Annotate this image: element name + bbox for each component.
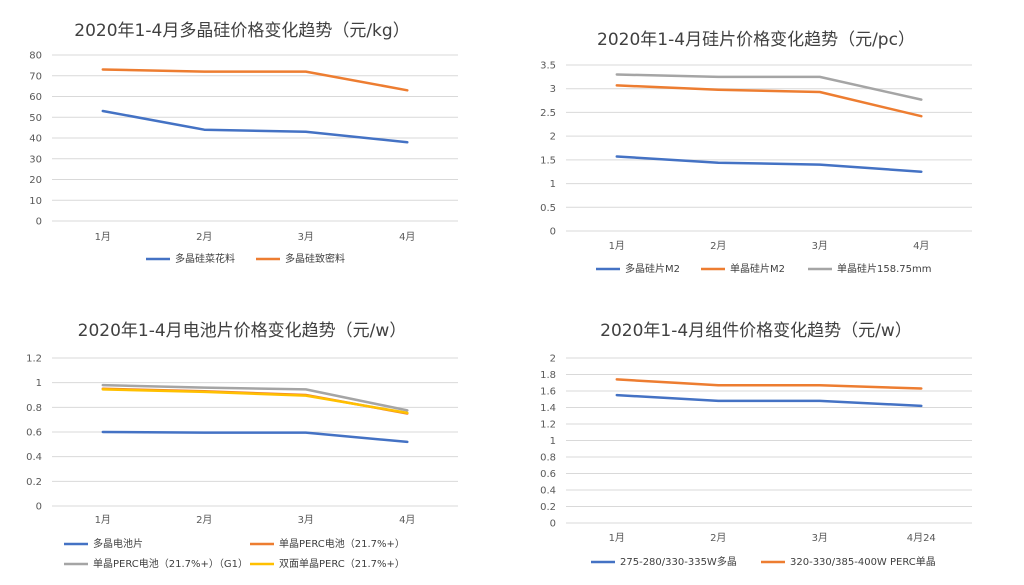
legend-label: 多晶硅片M2 [625,262,680,275]
y-tick-label: 2 [550,354,556,365]
chart-panel-2: 2020年1-4月硅片价格变化趋势（元/pc） 0 0.5 1 1.5 2 2.5 3 3.5 1… [540,30,972,275]
series-line-3 [615,73,923,101]
legend-label: 多晶电池片 [93,537,143,550]
y-tick-label: 3 [550,84,556,95]
x-tick-label: 4月 [399,514,415,526]
legend-label: 多晶硅致密料 [285,252,345,265]
legend-label: 单晶PERC电池（21.7%+）（G1） [93,557,248,570]
y-tick-label: 0.4 [540,486,556,497]
y-tick-label: 0.2 [540,502,556,513]
y-tick-label: 1.8 [540,370,556,381]
y-tick-label: 2 [550,132,556,143]
y-tick-label: 0.6 [540,469,556,480]
y-tick-label: 3.5 [540,61,556,72]
x-tick-label: 3月 [298,514,314,526]
x-tick-label: 1月 [609,532,625,544]
chart-panel-1: 2020年1-4月多晶硅价格变化趋势（元/kg） 0 10 20 30 40 50 60 70 8… [29,21,458,265]
x-tick-label: 3月 [812,240,828,252]
x-tick-label: 4月 [399,231,415,243]
chart-title: 2020年1-4月电池片价格变化趋势（元/w） [78,321,407,341]
y-tick-label: 1.2 [540,420,556,431]
y-tick-label: 1 [550,179,556,190]
y-tick-label: 20 [29,175,42,186]
x-tick-label: 1月 [609,240,625,252]
legend-label: 单晶PERC电池（21.7%+） [279,537,405,550]
chart-panel-4: 2020年1-4月组件价格变化趋势（元/w） 0 0.2 0.4 0.6 0.8 1 1.2 1… [540,321,972,568]
legend-label: 275-280/330-335W多晶 [620,555,737,568]
series-line-2 [615,84,923,118]
y-tick-label: 0 [550,519,556,530]
legend-label: 单晶硅片M2 [730,262,785,275]
x-tick-label: 1月 [95,514,111,526]
y-tick-label: 80 [29,51,42,62]
x-tick-label: 2月 [710,532,726,544]
y-tick-label: 50 [29,113,42,124]
y-tick-label: 30 [29,154,42,165]
series-line-1 [101,109,409,144]
y-tick-label: 1.2 [26,354,42,365]
y-tick-label: 1.5 [540,155,556,166]
y-tick-label: 1.4 [540,403,556,414]
y-tick-label: 0.6 [26,428,42,439]
y-tick-label: 0.4 [26,452,42,463]
chart-title: 2020年1-4月组件价格变化趋势（元/w） [600,321,912,341]
x-tick-label: 3月 [298,231,314,243]
y-tick-label: 1.6 [540,387,556,398]
legend-label: 双面单晶PERC（21.7%+） [279,558,405,570]
y-tick-label: 60 [29,92,42,103]
series-line-1 [615,155,923,173]
chart-title: 2020年1-4月硅片价格变化趋势（元/pc） [597,30,915,50]
y-tick-label: 0 [36,502,42,513]
legend-label: 320-330/385-400W PERC单晶 [790,556,936,568]
x-tick-label: 2月 [710,240,726,252]
x-tick-label: 1月 [95,231,111,243]
y-tick-label: 1 [36,378,42,389]
y-tick-label: 0.2 [26,477,42,488]
chart-panel-3: 2020年1-4月电池片价格变化趋势（元/w） 0 0.2 0.4 0.6 0.8 1 1.2… [26,321,458,570]
x-tick-label: 4月24 [907,532,936,544]
y-tick-label: 40 [29,134,42,145]
x-tick-label: 4月 [913,240,929,252]
chart-title: 2020年1-4月多晶硅价格变化趋势（元/kg） [74,21,409,41]
legend-label: 多晶硅菜花料 [175,252,235,265]
y-tick-label: 70 [29,71,42,82]
x-tick-label: 3月 [812,532,828,544]
series-line-3 [101,383,409,412]
y-tick-label: 0 [36,217,42,228]
x-tick-label: 2月 [196,514,212,526]
series-line-1 [101,430,409,444]
y-tick-label: 1 [550,436,556,447]
y-tick-label: 0.5 [540,203,556,214]
legend-label: 单晶硅片158.75mm [837,262,931,275]
series-line-2 [615,378,923,390]
y-tick-label: 0.8 [26,403,42,414]
x-tick-label: 2月 [196,231,212,243]
y-tick-label: 10 [29,196,42,207]
y-tick-label: 0.8 [540,453,556,464]
series-line-2 [101,68,409,92]
series-line-1 [615,393,923,408]
series-line-4 [101,388,409,415]
y-tick-label: 2.5 [540,108,556,119]
y-tick-label: 0 [550,227,556,238]
